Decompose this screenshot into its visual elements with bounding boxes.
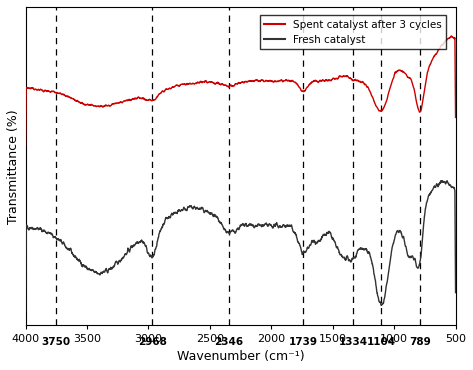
Text: 1739: 1739: [289, 337, 318, 347]
Text: 1334: 1334: [339, 337, 368, 347]
Y-axis label: Transmittance (%): Transmittance (%): [7, 109, 20, 223]
Text: 1104: 1104: [367, 337, 396, 347]
Text: 789: 789: [409, 337, 431, 347]
Legend: Spent catalyst after 3 cycles, Fresh catalyst: Spent catalyst after 3 cycles, Fresh cat…: [260, 15, 446, 49]
X-axis label: Wavenumber (cm⁻¹): Wavenumber (cm⁻¹): [177, 350, 304, 363]
Text: 2968: 2968: [138, 337, 167, 347]
Text: 2346: 2346: [214, 337, 243, 347]
Text: 3750: 3750: [42, 337, 71, 347]
